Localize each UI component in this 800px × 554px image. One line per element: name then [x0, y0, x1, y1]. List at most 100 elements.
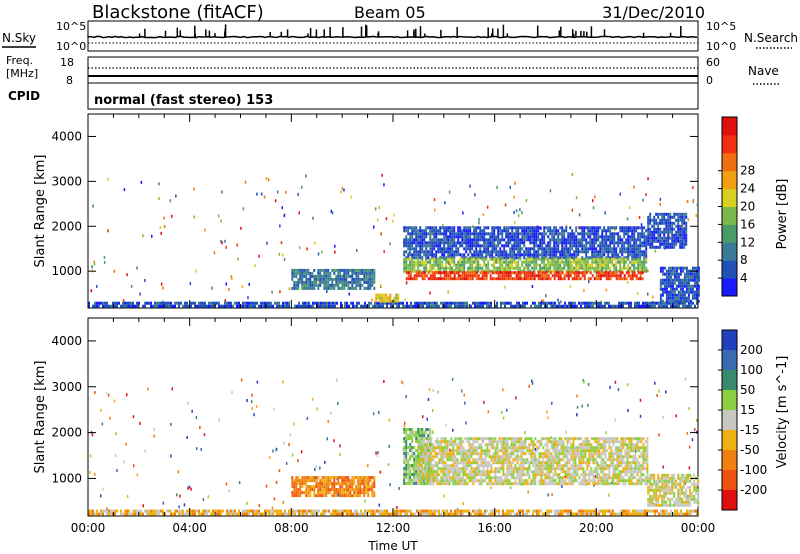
- scatter-point: [265, 177, 268, 180]
- range-cell: [108, 509, 110, 513]
- range-cell: [560, 509, 562, 513]
- range-cell: [98, 304, 100, 308]
- range-cell: [305, 488, 308, 492]
- range-cell: [505, 241, 508, 245]
- range-cell: [609, 241, 612, 245]
- range-cell: [439, 274, 442, 278]
- range-cell: [339, 286, 342, 290]
- range-cell: [483, 257, 486, 261]
- range-cell: [653, 224, 656, 228]
- range-cell: [439, 250, 442, 254]
- range-cell: [415, 250, 418, 254]
- range-cell: [411, 266, 414, 270]
- range-cell: [673, 275, 676, 279]
- range-cell: [429, 235, 432, 239]
- range-cell: [583, 244, 586, 248]
- range-cell: [605, 271, 608, 275]
- range-cell: [614, 304, 616, 308]
- range-cell: [605, 260, 608, 264]
- range-cell: [301, 479, 304, 483]
- range-cell: [450, 455, 453, 459]
- range-cell: [493, 277, 496, 281]
- range-cell: [685, 236, 688, 240]
- range-cell: [319, 274, 322, 278]
- range-cell: [416, 509, 418, 513]
- range-cell: [444, 437, 447, 441]
- range-cell: [413, 269, 416, 273]
- range-cell: [657, 227, 660, 231]
- range-cell: [541, 266, 544, 270]
- range-cell: [569, 247, 572, 251]
- range-cell: [648, 509, 650, 513]
- range-cell: [615, 271, 618, 275]
- range-cell: [369, 280, 372, 284]
- range-cell: [581, 263, 584, 267]
- range-cell: [419, 473, 422, 476]
- scatter-point: [451, 377, 454, 381]
- scatter-point: [652, 295, 654, 299]
- range-cell: [675, 233, 678, 237]
- range-cell: [132, 304, 134, 308]
- range-cell: [451, 247, 454, 251]
- range-cell: [365, 286, 368, 290]
- range-cell: [295, 479, 298, 483]
- range-cell: [428, 440, 431, 444]
- range-cell: [332, 512, 334, 516]
- range-cell: [437, 238, 440, 242]
- range-cell: [318, 304, 320, 308]
- range-cell: [297, 268, 300, 272]
- range-cell: [110, 304, 112, 308]
- range-cell: [515, 253, 518, 257]
- range-cell: [517, 263, 520, 267]
- range-cell: [469, 235, 472, 239]
- range-cell: [491, 271, 494, 275]
- range-cell: [589, 247, 592, 251]
- range-cell: [319, 491, 322, 495]
- range-cell: [134, 304, 136, 308]
- range-cell: [673, 296, 676, 300]
- range-cell: [641, 271, 644, 275]
- range-cell: [585, 247, 588, 251]
- range-cell: [407, 479, 410, 482]
- range-cell: [309, 488, 312, 492]
- scatter-point: [405, 281, 408, 285]
- range-cell: [626, 301, 628, 305]
- range-cell: [683, 230, 686, 234]
- range-cell: [409, 428, 412, 431]
- range-cell: [545, 247, 548, 251]
- range-cell: [607, 260, 610, 264]
- range-cell: [532, 301, 534, 305]
- range-cell: [419, 434, 422, 437]
- range-cell: [539, 226, 542, 230]
- range-cell: [629, 277, 632, 281]
- range-cell: [623, 274, 626, 278]
- range-cell: [431, 229, 434, 233]
- scatter-point: [300, 450, 303, 454]
- range-cell: [293, 491, 296, 495]
- range-cell: [620, 304, 622, 308]
- range-cell: [178, 509, 180, 513]
- range-cell: [587, 257, 590, 261]
- range-cell: [417, 238, 420, 242]
- range-cell: [551, 274, 554, 278]
- range-cell: [559, 226, 562, 230]
- range-cell: [356, 512, 358, 516]
- range-cell: [331, 482, 334, 486]
- range-cell: [692, 509, 694, 513]
- range-cell: [430, 482, 433, 486]
- range-cell: [667, 221, 670, 225]
- range-cell: [623, 257, 626, 261]
- range-cell: [563, 250, 566, 254]
- range-cell: [535, 250, 538, 254]
- range-cell: [361, 476, 364, 480]
- range-cell: [466, 509, 468, 513]
- range-cell: [683, 221, 686, 225]
- range-cell: [443, 277, 446, 281]
- range-cell: [583, 226, 586, 230]
- range-cell: [354, 304, 356, 308]
- range-cell: [620, 512, 622, 516]
- range-cell: [368, 301, 370, 305]
- range-cell: [635, 260, 638, 264]
- range-cell: [493, 244, 496, 248]
